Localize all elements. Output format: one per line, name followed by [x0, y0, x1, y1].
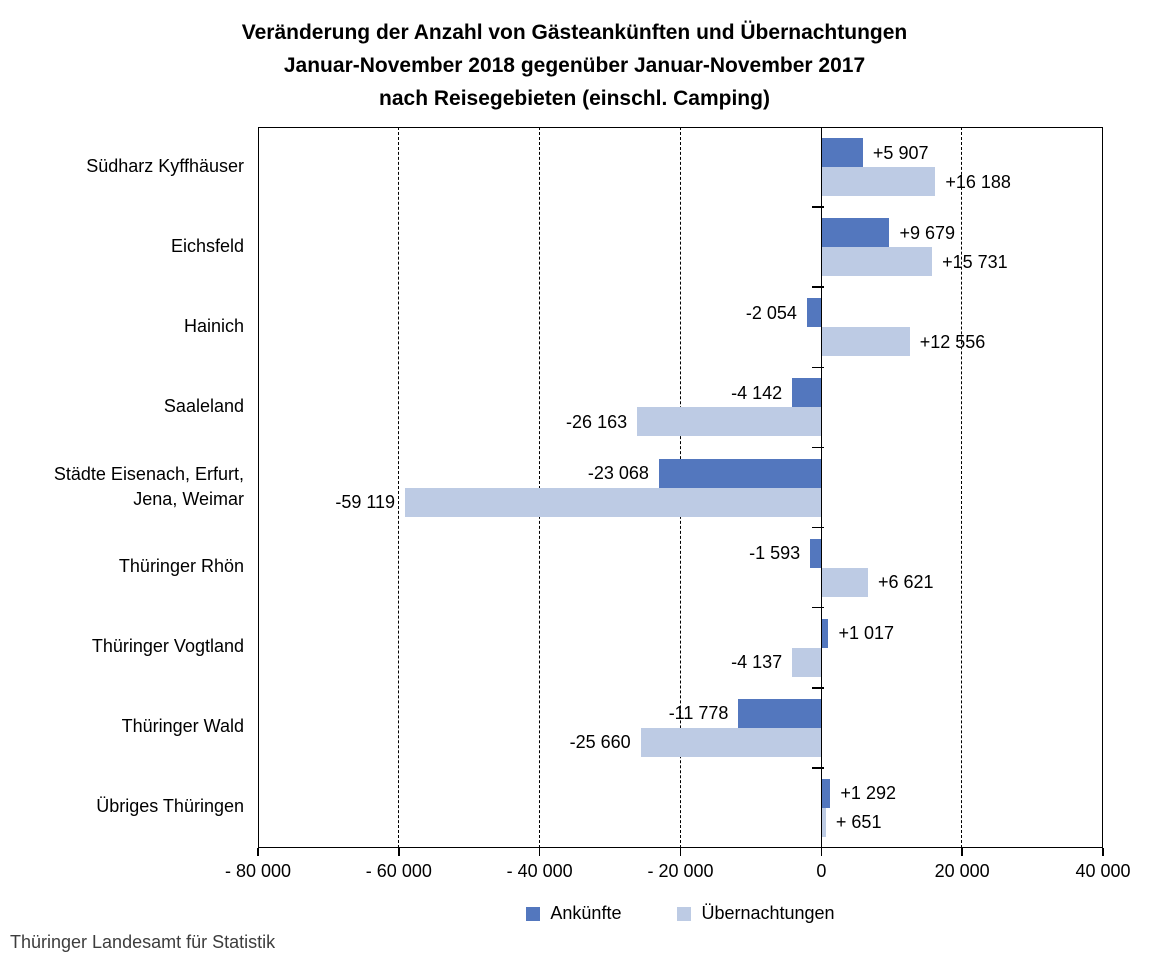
chart-title-line-2: Januar-November 2018 gegenüber Januar-No… — [283, 54, 866, 77]
bar-uebernachtungen — [792, 647, 822, 677]
bar-value-label: -4 142 — [731, 382, 783, 403]
bar-uebernachtungen — [821, 167, 936, 197]
x-axis-tick — [257, 848, 259, 856]
category-axis-tick — [812, 606, 824, 609]
legend-item-uebernachtungen: Übernachtungen — [677, 903, 835, 924]
category-label: Thüringer Rhön — [118, 556, 244, 577]
chart-title: Veränderung der Anzahl von Gästeankünfte… — [0, 16, 1149, 115]
category-axis-tick — [812, 526, 824, 529]
bar-value-label: -4 137 — [731, 652, 783, 673]
x-axis-tick — [398, 848, 400, 856]
bar-ankuenfte — [792, 378, 822, 408]
bar-value-label: +9 679 — [899, 222, 956, 243]
x-axis-tick-label: - 60 000 — [365, 861, 432, 881]
bar-value-label: +6 621 — [877, 572, 934, 593]
category-axis-tick — [812, 286, 824, 288]
bar-value-label: -2 054 — [745, 302, 797, 323]
x-axis-tick — [820, 848, 823, 856]
category-axis-tick — [812, 767, 824, 769]
gridline — [961, 127, 963, 848]
category-label: Saaleland — [163, 395, 244, 416]
bar-uebernachtungen — [637, 407, 822, 437]
x-axis-tick-label: 0 — [816, 861, 827, 881]
category-label: Hainich — [183, 315, 244, 336]
x-axis-tick — [961, 848, 963, 856]
x-axis-tick — [538, 848, 541, 856]
category-axis-tick — [812, 366, 824, 369]
bar-uebernachtungen — [821, 567, 868, 597]
bar-uebernachtungen — [821, 247, 933, 277]
bar-value-label: -59 119 — [335, 492, 396, 512]
bar-ankuenfte — [806, 298, 822, 328]
category-label: Übriges Thüringen — [96, 796, 244, 817]
category-label: Thüringer Vogtland — [91, 636, 244, 657]
category-label: Eichsfeld — [170, 235, 244, 256]
bar-value-label: +5 907 — [872, 142, 929, 163]
bar-uebernachtungen — [640, 727, 822, 757]
bar-ankuenfte — [821, 218, 890, 248]
legend-label-ankuenfte: Ankünfte — [550, 903, 622, 923]
chart-title-line-1: Veränderung der Anzahl von Gästeankünfte… — [241, 21, 908, 44]
x-axis-tick-label: 20 000 — [934, 861, 990, 881]
bar-value-label: -26 163 — [566, 411, 628, 432]
category-label: Thüringer Wald — [121, 716, 244, 737]
bar-ankuenfte — [810, 538, 822, 568]
category-axis-tick — [812, 206, 824, 208]
category-label: Südharz Kyffhäuser — [86, 155, 244, 176]
zero-axis-line — [820, 127, 823, 848]
x-axis-tick-label: 40 000 — [1075, 861, 1131, 881]
bar-ankuenfte — [738, 698, 822, 728]
bar-value-label: +1 017 — [838, 623, 895, 644]
bar-value-label: +16 188 — [945, 171, 1011, 192]
bar-value-label: -11 778 — [668, 703, 729, 724]
category-label: Städte Eisenach, Erfurt, Jena, Weimar — [53, 463, 244, 509]
bar-value-label: +15 731 — [942, 251, 1008, 272]
category-axis-tick — [812, 687, 824, 689]
chart-title-line-3: nach Reisegebieten (einschl. Camping) — [379, 87, 770, 110]
source-attribution: Thüringer Landesamt für Statistik — [10, 932, 276, 952]
x-axis-tick-label: - 40 000 — [506, 861, 573, 881]
bar-value-label: +12 556 — [919, 331, 986, 352]
bar-value-label: -25 660 — [569, 732, 631, 753]
bar-uebernachtungen — [821, 327, 910, 357]
category-axis-tick — [812, 446, 824, 449]
bar-value-label: -1 593 — [749, 543, 801, 564]
legend-item-ankuenfte: Ankünfte — [526, 903, 621, 924]
legend-label-uebernachtungen: Übernachtungen — [701, 903, 835, 923]
x-axis-tick — [1102, 848, 1104, 856]
x-axis-tick-label: - 20 000 — [647, 861, 714, 881]
bar-value-label: + 651 — [835, 812, 882, 833]
gridline — [398, 127, 400, 848]
bar-ankuenfte — [821, 138, 863, 168]
bar-ankuenfte — [821, 778, 831, 808]
legend-swatch-ankuenfte-icon — [526, 906, 541, 921]
x-axis-tick-label: - 80 000 — [224, 861, 292, 881]
bar-value-label: -23 068 — [587, 463, 649, 483]
bar-uebernachtungen — [405, 487, 822, 517]
bar-uebernachtungen — [821, 807, 826, 837]
bar-value-label: +1 292 — [840, 783, 896, 804]
bar-ankuenfte — [821, 618, 829, 648]
bar-ankuenfte — [658, 458, 822, 488]
x-axis-tick — [679, 848, 682, 856]
chart-legend: Ankünfte Übernachtungen — [258, 903, 1103, 924]
legend-swatch-uebernachtungen-icon — [677, 906, 692, 921]
